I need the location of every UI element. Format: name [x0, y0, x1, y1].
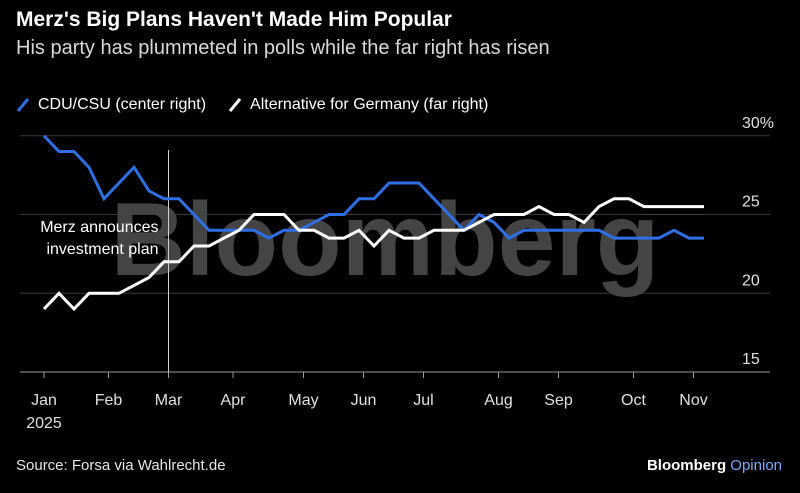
annotation-text: Merz announces: [40, 219, 158, 236]
bloomberg-watermark: Bloomberg: [111, 182, 660, 298]
x-tick-label: Feb: [95, 392, 123, 409]
x-tick-label: Apr: [221, 392, 247, 409]
brand-suffix: Opinion: [730, 457, 782, 474]
annotation: Merz announces investment plan: [40, 150, 169, 372]
x-tick-label: Sep: [544, 392, 573, 409]
legend-swatch-afd-icon: [228, 98, 242, 112]
y-tick-label: 25: [742, 194, 760, 211]
y-tick-label: 15: [742, 351, 760, 368]
legend-swatch-cdu-icon: [16, 98, 30, 112]
annotation-text: investment plan: [46, 241, 158, 258]
x-tick-label: Oct: [621, 392, 646, 409]
x-tick-label: Mar: [155, 392, 183, 409]
grid-lines: [20, 135, 770, 373]
x-tick-label: Aug: [484, 392, 512, 409]
series-line-afd: [42, 197, 704, 312]
source-note: Source: Forsa via Wahlrecht.de: [16, 457, 226, 474]
chart-subtitle: His party has plummeted in polls while t…: [16, 37, 550, 59]
x-tick-label: Jun: [351, 392, 377, 409]
y-axis-ticks: 15 20 25 30%: [742, 115, 774, 368]
x-tick-label: Nov: [679, 392, 707, 409]
x-tick-label: May: [288, 392, 318, 409]
series-line-cdu: [42, 134, 704, 240]
x-axis-ticks: Jan 2025 Feb Mar Apr May Jun Jul Aug Sep Oct Nov: [26, 372, 708, 432]
y-tick-label: 20: [742, 272, 760, 289]
bloomberg-opinion-logo: Bloomberg Opinion: [647, 457, 782, 474]
x-tick-label: Jan: [31, 392, 57, 409]
series-lines: [42, 134, 704, 312]
x-tick-sublabel: 2025: [26, 415, 62, 432]
legend: CDU/CSU (center right) Alternative for G…: [16, 96, 488, 114]
chart-title: Merz's Big Plans Haven't Made Him Popula…: [16, 8, 452, 31]
legend-label-afd: Alternative for Germany (far right): [250, 96, 489, 113]
x-tick-label: Jul: [413, 392, 433, 409]
y-tick-label: 30%: [742, 115, 774, 132]
legend-label-cdu: CDU/CSU (center right): [38, 96, 207, 113]
legend-item-cdu: CDU/CSU (center right): [16, 96, 206, 114]
legend-item-afd: Alternative for Germany (far right): [228, 96, 488, 114]
brand-name: Bloomberg: [646, 457, 727, 474]
